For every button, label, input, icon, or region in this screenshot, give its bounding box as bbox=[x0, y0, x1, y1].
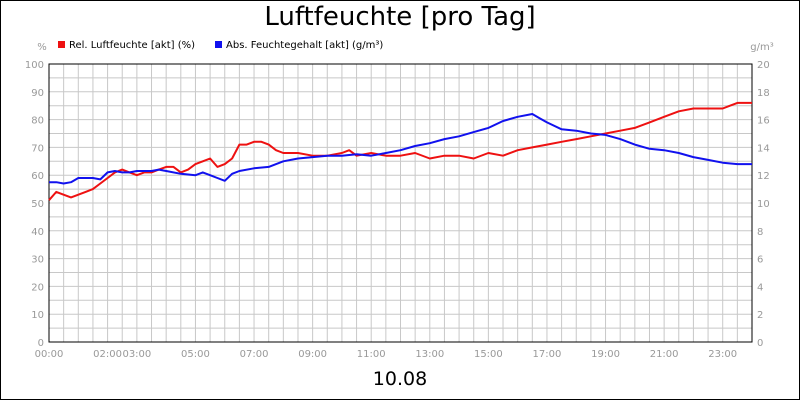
series-line-abs-humidity bbox=[49, 113, 752, 185]
y-left-tick-label: 90 bbox=[31, 88, 44, 99]
y-right-tick-label: 8 bbox=[757, 227, 763, 238]
y-left-unit-label: % bbox=[37, 42, 47, 53]
grid bbox=[48, 63, 753, 343]
plot-border bbox=[48, 63, 753, 343]
legend-swatch-abs-humidity bbox=[215, 41, 222, 48]
x-tick-label: 03:00 bbox=[122, 349, 151, 360]
chart-title: Luftfeuchte [pro Tag] bbox=[264, 2, 536, 32]
y-right-tick-label: 0 bbox=[757, 338, 763, 349]
y-left-tick-label: 80 bbox=[31, 116, 44, 127]
x-tick-label: 07:00 bbox=[240, 349, 269, 360]
legend-swatch-rel-humidity bbox=[58, 41, 65, 48]
y-right-tick-label: 4 bbox=[757, 282, 763, 293]
y-left-tick-label: 70 bbox=[31, 143, 44, 154]
x-tick-label: 11:00 bbox=[357, 349, 386, 360]
y-left-tick-label: 40 bbox=[31, 227, 44, 238]
legend: Rel. Luftfeuchte [akt] (%) Abs. Feuchteg… bbox=[58, 40, 383, 51]
y-right-tick-label: 14 bbox=[757, 143, 770, 154]
legend-label-abs-humidity: Abs. Feuchtegehalt [akt] (g/m³) bbox=[226, 40, 383, 51]
x-tick-label: 13:00 bbox=[415, 349, 444, 360]
y-right-tick-label: 10 bbox=[757, 199, 770, 210]
y-right-unit-label: g/m³ bbox=[750, 42, 773, 53]
x-tick-label: 15:00 bbox=[474, 349, 503, 360]
x-axis-date-label: 10.08 bbox=[372, 368, 428, 390]
legend-label-rel-humidity: Rel. Luftfeuchte [akt] (%) bbox=[69, 40, 195, 51]
y-right-tick-label: 12 bbox=[757, 171, 770, 182]
y-right-tick-label: 20 bbox=[757, 60, 770, 71]
x-tick-label: 09:00 bbox=[298, 349, 327, 360]
x-tick-label: 00:00 bbox=[35, 349, 64, 360]
x-tick-label: 19:00 bbox=[591, 349, 620, 360]
y-left-tick-label: 0 bbox=[38, 338, 44, 349]
tick-labels: 0 10 20 30 40 50 60 70 80 90 100 0 2 4 6 8 10 12 14 16 18 20 0… bbox=[25, 60, 770, 360]
x-tick-label: 17:00 bbox=[533, 349, 562, 360]
y-right-tick-label: 16 bbox=[757, 116, 770, 127]
y-left-tick-label: 50 bbox=[31, 199, 44, 210]
y-right-tick-label: 6 bbox=[757, 255, 763, 266]
y-right-tick-label: 2 bbox=[757, 310, 763, 321]
y-left-tick-label: 30 bbox=[31, 255, 44, 266]
y-left-tick-label: 10 bbox=[31, 310, 44, 321]
x-tick-label: 05:00 bbox=[181, 349, 210, 360]
y-left-tick-label: 20 bbox=[31, 282, 44, 293]
x-tick-label: 02:00 bbox=[93, 349, 122, 360]
y-right-tick-label: 18 bbox=[757, 88, 770, 99]
x-tick-label: 21:00 bbox=[650, 349, 679, 360]
series-group bbox=[48, 101, 752, 201]
y-left-tick-label: 60 bbox=[31, 171, 44, 182]
y-left-tick-label: 100 bbox=[25, 60, 44, 71]
x-tick-label: 23:00 bbox=[708, 349, 737, 360]
